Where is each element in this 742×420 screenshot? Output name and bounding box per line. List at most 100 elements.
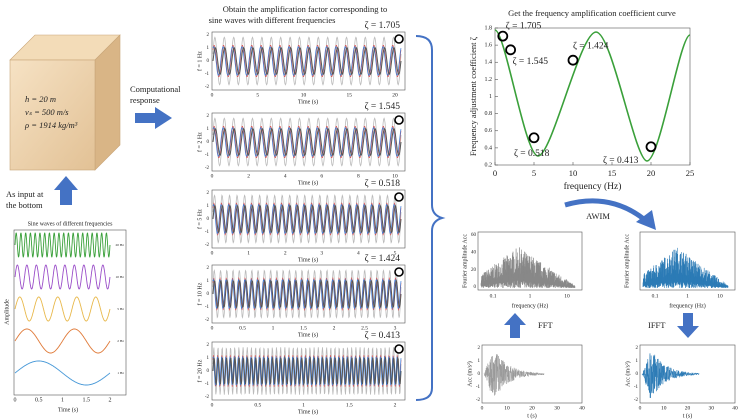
response-xtick: 6 <box>320 173 323 179</box>
acc-ytick: -1 <box>476 385 481 390</box>
response-ytick: 2 <box>207 33 210 38</box>
curve-ytick-label: 0.8 <box>485 111 493 117</box>
response-marker <box>394 267 404 277</box>
sine-legend: 20 Hz <box>116 243 125 247</box>
right-arrow <box>135 107 172 129</box>
fourier-ylabel: Fourier amplitude Acc <box>462 234 468 288</box>
response-xtick: 1.5 <box>300 325 307 331</box>
acc-ytick: 2 <box>478 346 481 351</box>
response-ytick: -2 <box>205 85 210 90</box>
fourier-xtick: 1 <box>529 293 532 299</box>
acc-ytick: 1 <box>636 359 639 364</box>
response-ytick: -2 <box>205 243 210 248</box>
curve-xlabel: frequency (Hz) <box>564 181 622 192</box>
response-xtick: 2 <box>394 402 397 408</box>
response-zeta: ζ = 1.424 <box>365 253 401 264</box>
response-zeta: ζ = 1.545 <box>365 101 401 112</box>
awim-label: AWIM <box>586 211 610 221</box>
response-xtick: 5 <box>256 92 259 98</box>
response-freq: f = 2 Hz <box>196 132 203 152</box>
response-xtick: 0 <box>211 250 214 256</box>
fourier-ytick: 40 <box>471 250 477 255</box>
response-wave <box>212 46 402 76</box>
sine-xlabel: Time (s) <box>58 406 78 413</box>
sine-wave <box>14 360 111 386</box>
curve-ytick-label: 1 <box>489 94 492 100</box>
curve-point-label: ζ = 1.424 <box>573 40 609 51</box>
curve-xtick-label: 25 <box>686 168 695 178</box>
response-ytick: 0 <box>207 292 210 297</box>
acc-xtick: 0 <box>639 405 642 411</box>
curve-point-label: ζ = 0.518 <box>514 148 550 159</box>
acc-xtick: 0 <box>481 405 484 411</box>
fourier-xtick: 10 <box>564 293 570 299</box>
model-rho: ρ = 1914 kg/m³ <box>24 120 78 130</box>
acc-ytick: 2 <box>636 346 639 351</box>
curve-ytick-label: 1.2 <box>485 77 493 83</box>
sine-legend: 2 Hz <box>117 339 124 343</box>
curve-title: Get the frequency amplification coeffici… <box>508 8 676 18</box>
acc-signal <box>483 354 545 396</box>
curve-ytick-label: 0.2 <box>485 162 493 168</box>
response-xtick: 1.5 <box>346 402 353 408</box>
response-xlabel: Time (s) <box>298 331 318 338</box>
response-ytick: 1 <box>207 46 210 51</box>
curve-ytick-label: 1.6 <box>485 43 493 49</box>
acc-ytick: 0 <box>636 372 639 377</box>
response-wave <box>212 204 402 234</box>
curve-line <box>494 29 691 162</box>
fourier-xlabel: frequency (Hz) <box>669 302 705 309</box>
fourier-xlabel: frequency (Hz) <box>512 302 548 309</box>
response-xtick: 0 <box>211 402 214 408</box>
response-wave <box>212 36 402 86</box>
response-xtick: 1 <box>302 402 305 408</box>
response-ytick: 1 <box>207 204 210 209</box>
brace <box>415 35 446 401</box>
model-h: h = 20 m <box>25 94 56 104</box>
curve-point <box>497 30 509 42</box>
response-zeta: ζ = 1.705 <box>365 20 401 31</box>
response-xtick: 4 <box>357 250 360 256</box>
sine-xtick: 1.5 <box>83 397 91 403</box>
acc-xlabel: t (s) <box>683 412 693 419</box>
response-xtick: 8 <box>357 173 360 179</box>
response-xtick: 2 <box>284 250 287 256</box>
response-ytick: 1 <box>207 279 210 284</box>
acc-ytick: 0 <box>478 372 481 377</box>
response-ytick: 2 <box>207 191 210 196</box>
response-ytick: 2 <box>207 114 210 119</box>
response-wave <box>212 117 402 167</box>
response-ytick: 1 <box>207 127 210 132</box>
response-ytick: -1 <box>205 72 210 77</box>
sine-legend: 10 Hz <box>116 275 125 279</box>
response-xlabel: Time (s) <box>298 408 318 415</box>
response-wave <box>212 127 402 157</box>
sine-wave <box>14 328 111 354</box>
acc-ytick: 1 <box>478 359 481 364</box>
input-label: the bottom <box>6 200 43 210</box>
response-xlabel: Time (s) <box>298 179 318 186</box>
response-freq: f = 20 Hz <box>196 359 203 382</box>
curve-point-label: ζ = 0.413 <box>603 155 639 166</box>
acc-ylabel: Acc (m/s²) <box>466 361 473 387</box>
curve-point <box>645 141 657 153</box>
response-xtick: 0 <box>211 92 214 98</box>
acc-xtick: 10 <box>661 405 667 411</box>
curve-point-label: ζ = 1.545 <box>513 56 549 67</box>
acc-ylabel: Acc (m/s²) <box>624 361 631 387</box>
response-ytick: -2 <box>205 166 210 171</box>
response-wave <box>212 279 402 309</box>
acc-xtick: 30 <box>554 405 560 411</box>
fft-label: FFT <box>538 320 553 330</box>
response-freq: f = 1 Hz <box>196 51 203 71</box>
fourier-ytick: 60 <box>471 233 477 238</box>
curve-ytick-label: 1.4 <box>485 60 493 66</box>
sine-wave <box>14 296 111 322</box>
response-xtick: 10 <box>301 92 307 98</box>
ifft-arrow <box>677 313 699 338</box>
input-label: As input at <box>6 189 44 199</box>
sine-title: Sine waves of different frequencies <box>28 220 114 227</box>
sine-xtick: 0 <box>14 397 17 403</box>
model-vs: vₛ = 500 m/s <box>25 107 69 117</box>
